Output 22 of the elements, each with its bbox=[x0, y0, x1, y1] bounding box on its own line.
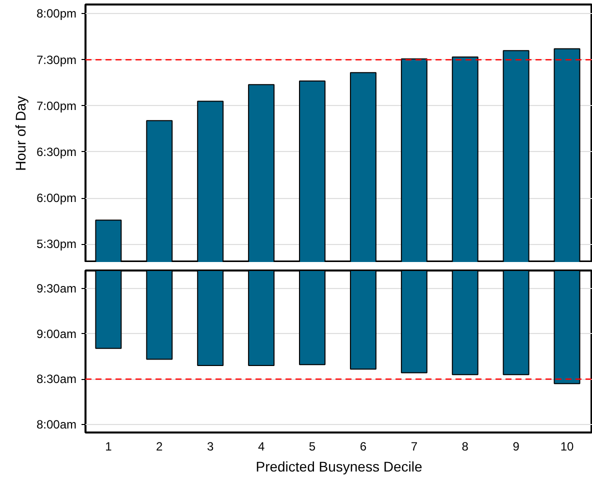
y-axis-title: Hour of Day bbox=[12, 96, 28, 171]
x-tick-label: 5 bbox=[308, 440, 316, 454]
y-tick-label: 9:00am bbox=[36, 326, 77, 341]
x-tick-label: 9 bbox=[512, 440, 520, 454]
y-tick-label: 8:30am bbox=[36, 372, 77, 386]
y-tick-label: 7:30pm bbox=[36, 52, 77, 67]
x-tick-label: 7 bbox=[410, 440, 418, 454]
y-tick-label: 5:30pm bbox=[36, 237, 77, 252]
y-tick-label: 8:00am bbox=[36, 417, 77, 432]
y-tick-label: 6:00pm bbox=[36, 191, 77, 205]
x-tick-label: 3 bbox=[207, 440, 214, 454]
x-axis-title: Predicted Busyness Decile bbox=[256, 458, 422, 474]
x-tick-label: 2 bbox=[156, 440, 164, 454]
x-tick-label: 1 bbox=[105, 440, 112, 454]
y-tick-label: 7:00pm bbox=[36, 98, 77, 113]
x-tick-label: 10 bbox=[560, 440, 574, 454]
y-tick-label: 6:30pm bbox=[36, 144, 77, 159]
y-tick-label: 9:30am bbox=[36, 282, 77, 296]
x-tick-label: 6 bbox=[360, 440, 367, 454]
x-tick-label: 4 bbox=[258, 440, 265, 454]
x-tick-label: 8 bbox=[462, 440, 469, 454]
y-tick-label: 8:00pm bbox=[36, 6, 77, 21]
